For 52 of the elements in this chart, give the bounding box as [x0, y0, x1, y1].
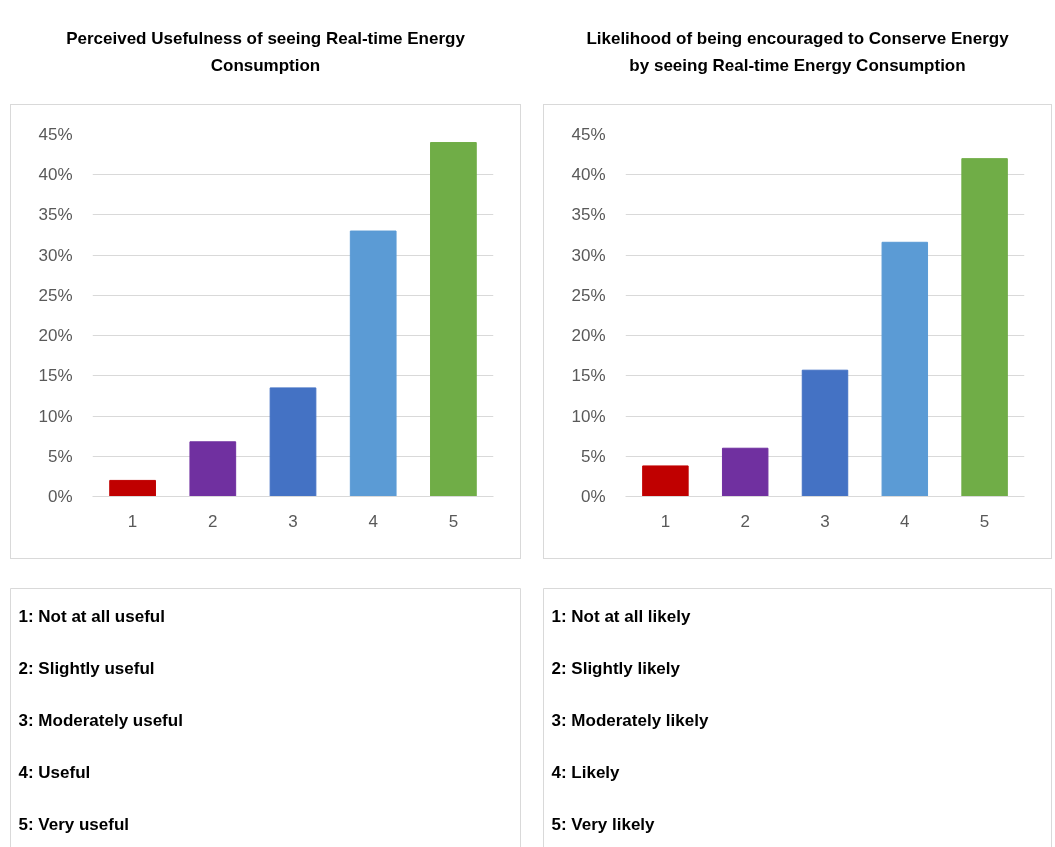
bar — [430, 142, 477, 497]
y-tick-label: 20% — [38, 326, 73, 346]
x-tick-label: 5 — [448, 511, 459, 531]
y-tick-label: 45% — [38, 125, 73, 144]
text: 2: Slightly likely — [551, 659, 681, 678]
y-tick-label: 10% — [571, 406, 606, 426]
x-tick-label: 3 — [288, 511, 298, 531]
bar — [881, 241, 929, 497]
x-tick-label: 2 — [740, 511, 750, 531]
chart-title: Perceived Usefulness of seeing Real-time Energy Consumption — [65, 28, 466, 77]
x-tick-label: 2 — [208, 511, 218, 531]
bar — [721, 447, 769, 497]
text: 3: Moderately likely — [551, 711, 709, 730]
x-tick-label: 4 — [368, 511, 378, 531]
y-tick-label: 35% — [38, 205, 73, 225]
y-tick-label: 15% — [571, 366, 606, 386]
y-tick-label: 20% — [571, 326, 606, 346]
x-tick-label: 4 — [900, 511, 910, 531]
bar — [269, 387, 317, 497]
text: 4: Likely — [551, 763, 621, 782]
y-tick-label: 0% — [47, 487, 73, 506]
x-tick-label: 3 — [820, 511, 830, 531]
y-tick-label: 10% — [38, 406, 73, 426]
text: 1: Not at all likely — [551, 607, 691, 626]
text: 2: Slightly useful — [18, 659, 155, 678]
bar — [109, 479, 156, 497]
y-tick-label: 0% — [580, 487, 606, 506]
bar — [349, 230, 397, 497]
y-tick-label: 30% — [38, 245, 73, 265]
bar — [189, 441, 237, 497]
bar — [801, 369, 849, 497]
y-tick-label: 40% — [571, 165, 606, 185]
y-tick-label: 45% — [571, 125, 606, 144]
y-tick-label: 40% — [38, 165, 73, 185]
text: 3: Moderately useful — [18, 711, 183, 730]
bar — [961, 158, 1008, 497]
x-tick-label: 1 — [127, 511, 138, 531]
chart-title: Likelihood of being encouraged to Conserve Energy by seeing Real-time Energy Consumption — [585, 28, 1010, 77]
y-tick-label: 25% — [571, 285, 606, 305]
y-tick-label: 5% — [580, 446, 606, 466]
x-tick-label: 1 — [660, 511, 671, 531]
y-tick-label: 25% — [38, 285, 73, 305]
x-tick-label: 5 — [979, 511, 990, 531]
text: 5: Very likely — [551, 815, 656, 834]
text: 5: Very useful — [18, 815, 130, 834]
y-tick-label: 35% — [571, 205, 606, 225]
text: 4: Useful — [18, 763, 91, 782]
y-tick-label: 15% — [38, 366, 73, 386]
text: 1: Not at all useful — [18, 607, 165, 626]
bar — [642, 465, 689, 497]
y-tick-label: 5% — [47, 446, 73, 466]
y-tick-label: 30% — [571, 245, 606, 265]
